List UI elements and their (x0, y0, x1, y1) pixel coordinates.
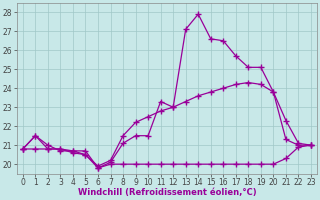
X-axis label: Windchill (Refroidissement éolien,°C): Windchill (Refroidissement éolien,°C) (77, 188, 256, 197)
